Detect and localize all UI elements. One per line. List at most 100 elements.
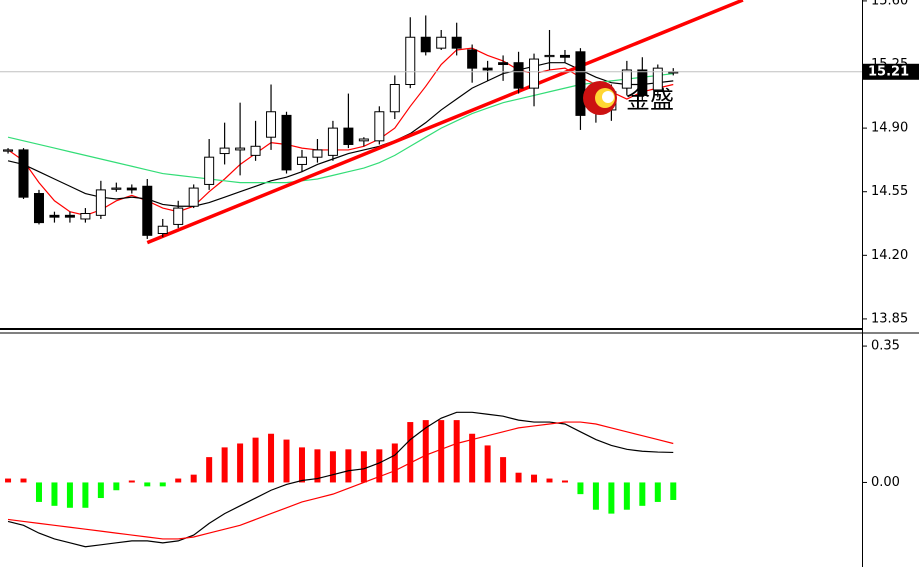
- histogram-bar: [608, 482, 615, 514]
- histogram-bar: [206, 457, 213, 483]
- logo-center: [602, 91, 614, 103]
- watermark-logo: [583, 81, 617, 115]
- y-tick-label: 14.90: [871, 121, 908, 136]
- histogram-bar: [561, 480, 568, 483]
- candle-body: [327, 127, 338, 156]
- candle-body: [575, 51, 586, 116]
- candle-body: [529, 58, 540, 89]
- candle-body: [173, 207, 184, 225]
- indicator-line: [7, 73, 674, 184]
- histogram-bar: [623, 482, 630, 510]
- y-tick-label: 13.85: [871, 311, 908, 326]
- histogram-bar: [175, 478, 182, 483]
- histogram-bar: [438, 420, 445, 483]
- histogram-bar: [469, 433, 476, 483]
- histogram-bar: [82, 482, 89, 508]
- candle-body: [235, 147, 246, 151]
- candle-body: [95, 189, 106, 216]
- last-price-box: [863, 63, 919, 80]
- candle-body: [637, 69, 648, 96]
- candle-body: [204, 156, 215, 185]
- histogram-bar: [531, 474, 538, 483]
- candle-body: [296, 156, 307, 165]
- histogram-bar: [360, 451, 367, 483]
- histogram-bar: [345, 449, 352, 483]
- candle-body: [436, 36, 447, 49]
- candle-body: [111, 187, 122, 190]
- histogram-bar: [221, 447, 228, 483]
- histogram-bar: [252, 437, 259, 483]
- y-tick-label: 0.00: [871, 475, 900, 490]
- candle-body: [281, 114, 292, 171]
- candle-body: [498, 62, 509, 66]
- histogram-bar: [422, 420, 429, 483]
- indicator-line: [7, 421, 674, 540]
- candle-body: [374, 111, 385, 142]
- histogram-bar: [144, 482, 151, 487]
- candle-body: [219, 147, 230, 155]
- trend-line: [146, 0, 744, 245]
- candle-body: [420, 36, 431, 53]
- candle-body: [142, 185, 153, 236]
- candle-body: [513, 62, 524, 89]
- candle-body: [559, 54, 570, 58]
- candle-body: [652, 67, 663, 91]
- candle-body: [312, 149, 323, 158]
- histogram-bar: [639, 482, 646, 506]
- candle-body: [250, 145, 261, 156]
- histogram-bar: [407, 422, 414, 483]
- candle-body: [405, 36, 416, 85]
- histogram-bar: [66, 482, 73, 508]
- candle-body: [544, 54, 555, 58]
- histogram-bar: [329, 451, 336, 483]
- y-tick-label: 14.20: [871, 248, 908, 263]
- candle-body: [126, 187, 137, 191]
- histogram-bar: [500, 457, 507, 483]
- candle-body: [467, 49, 478, 69]
- histogram-bar: [35, 482, 42, 502]
- y-tick-label: 0.35: [871, 339, 900, 354]
- candle-body: [64, 214, 75, 218]
- histogram-bar: [592, 482, 599, 510]
- histogram-bar: [97, 482, 104, 499]
- candle-body: [621, 69, 632, 89]
- histogram-bar: [314, 449, 321, 483]
- candle-body: [266, 111, 277, 138]
- watermark-text: 金盛: [626, 86, 674, 114]
- candle-body: [157, 225, 168, 235]
- histogram-bar: [453, 420, 460, 483]
- indicator-line: [7, 62, 674, 207]
- last-price-label: 15.21: [868, 64, 909, 79]
- candle-body: [451, 36, 462, 49]
- histogram-bar: [5, 478, 12, 483]
- histogram-bar: [546, 478, 553, 483]
- histogram-bar: [20, 478, 27, 483]
- histogram-bar: [113, 482, 120, 491]
- histogram-bar: [128, 480, 135, 483]
- histogram-bar: [654, 482, 661, 502]
- candle-body: [343, 127, 354, 145]
- histogram-bar: [515, 472, 522, 483]
- histogram-bar: [298, 447, 305, 483]
- y-tick-label: 14.55: [871, 184, 908, 199]
- histogram-bar: [237, 443, 244, 483]
- candle-body: [18, 149, 29, 198]
- macd-panel: [5, 411, 677, 548]
- histogram-bar: [51, 482, 58, 506]
- candle-body: [188, 187, 199, 207]
- price-panel: [0, 0, 862, 245]
- candle-body: [389, 83, 400, 113]
- histogram-bar: [484, 445, 491, 483]
- indicator-line: [7, 411, 674, 548]
- candle-body: [358, 138, 369, 142]
- histogram-bar: [159, 482, 166, 487]
- candle-body: [3, 149, 14, 152]
- candle-body: [49, 214, 60, 218]
- histogram-bar: [577, 482, 584, 495]
- candle-body: [80, 213, 91, 220]
- histogram-bar: [268, 433, 275, 483]
- candle-body: [33, 193, 44, 224]
- histogram-bar: [190, 474, 197, 483]
- histogram-bar: [391, 443, 398, 483]
